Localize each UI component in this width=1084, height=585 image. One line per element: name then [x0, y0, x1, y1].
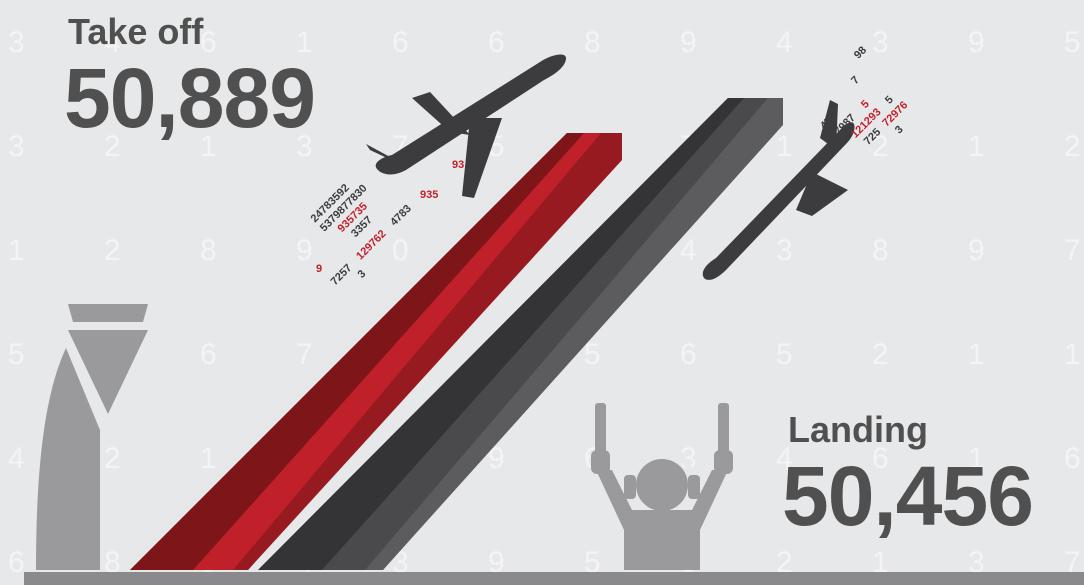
takeoff-ribbon: [130, 133, 622, 570]
background-digit: 2: [104, 234, 121, 267]
background-digit: 0: [392, 234, 409, 267]
marshaller-icon: [591, 403, 733, 570]
background-digit: 1: [1064, 338, 1081, 371]
background-digit: 6: [488, 26, 505, 59]
ground-strip: [24, 572, 1084, 585]
background-digit: 1: [200, 130, 217, 163]
background-digit: 2: [104, 130, 121, 163]
background-digit: 2: [872, 130, 889, 163]
background-digit: 8: [104, 546, 121, 579]
background-digit: 9: [968, 234, 985, 267]
background-digit: 1: [776, 130, 793, 163]
background-digit: 5: [8, 338, 25, 371]
svg-text:9: 9: [316, 263, 322, 275]
background-digit: 3: [776, 234, 793, 267]
background-digit: 3: [968, 546, 985, 579]
background-digit: 2: [1064, 130, 1081, 163]
background-digit: 5: [1064, 26, 1081, 59]
background-digit: 3: [872, 26, 889, 59]
background-digit: 7: [1064, 546, 1081, 579]
background-digit: 1: [968, 442, 985, 475]
background-digit: 9: [296, 234, 313, 267]
landing-ribbon: [258, 98, 783, 570]
landing-value: 50,456: [782, 449, 1034, 543]
background-digit: 7: [296, 338, 313, 371]
svg-text:3: 3: [356, 268, 369, 281]
landing-label: Landing: [788, 409, 928, 450]
background-digit: 6: [680, 338, 697, 371]
background-digit: 6: [872, 442, 889, 475]
background-digit: 4: [776, 26, 793, 59]
background-digit: 8: [872, 234, 889, 267]
takeoff-label: Take off: [68, 11, 204, 52]
control-tower-icon: [36, 304, 148, 570]
background-digit: 1: [872, 546, 889, 579]
background-digit: 1: [296, 26, 313, 59]
svg-text:3: 3: [893, 124, 906, 137]
background-digit: 5: [776, 338, 793, 371]
takeoff-digit-trail-3: 9 935 93: [316, 159, 464, 275]
background-digit: 6: [200, 338, 217, 371]
takeoff-value: 50,889: [64, 51, 316, 145]
background-digit: 9: [680, 26, 697, 59]
background-digit: 1: [968, 130, 985, 163]
background-digit: 6: [200, 26, 217, 59]
takeoff-plane-icon: [366, 54, 566, 198]
background-digit: 9: [968, 26, 985, 59]
svg-text:7257: 7257: [329, 262, 355, 288]
background-digit: 1: [968, 338, 985, 371]
background-digit: 4: [104, 26, 121, 59]
svg-text:935: 935: [420, 189, 438, 201]
background-digit: 3: [680, 442, 697, 475]
background-digit: 5: [584, 546, 601, 579]
svg-text:5: 5: [883, 94, 896, 107]
background-digit: 1: [200, 442, 217, 475]
background-digit: 4: [776, 442, 793, 475]
background-digit: 6: [392, 26, 409, 59]
background-digit: 4: [8, 442, 25, 475]
background-digit: 8: [200, 234, 217, 267]
svg-text:7: 7: [849, 74, 862, 87]
svg-text:98: 98: [852, 44, 869, 61]
landing-plane-icon: [702, 100, 855, 280]
background-digit: 8: [584, 26, 601, 59]
background-digit: 2: [776, 546, 793, 579]
background-digit: 6: [8, 546, 25, 579]
background-digit: 4: [680, 234, 697, 267]
background-digit: 3: [8, 26, 25, 59]
background-digit: 1: [8, 234, 25, 267]
background-digit: 9: [488, 442, 505, 475]
background-digit: 2: [104, 442, 121, 475]
background-digit: 7: [1064, 234, 1081, 267]
background-digit: 9: [488, 546, 505, 579]
svg-text:93: 93: [452, 159, 464, 171]
background-digit: 3: [8, 130, 25, 163]
background-digit: 5: [584, 338, 601, 371]
background-digit: 6: [1064, 442, 1081, 475]
background-digit: 2: [872, 338, 889, 371]
svg-text:5: 5: [859, 98, 872, 111]
svg-text:4783: 4783: [388, 203, 414, 229]
background-digit: 3: [296, 130, 313, 163]
